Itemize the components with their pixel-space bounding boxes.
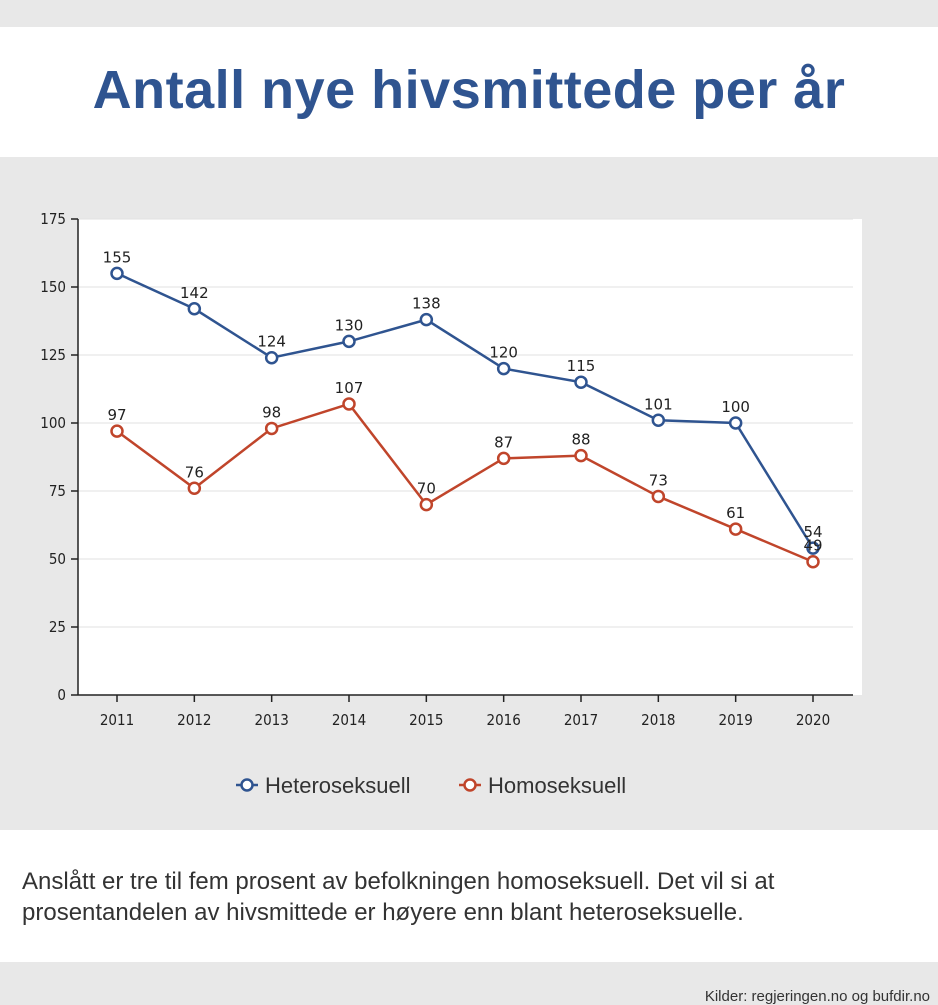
x-tick-label: 2012 — [177, 711, 211, 729]
data-point — [806, 554, 820, 569]
data-label: 54 — [803, 523, 822, 541]
y-tick-label: 175 — [40, 210, 66, 228]
y-tick-label: 25 — [49, 618, 66, 636]
data-point — [264, 421, 279, 436]
data-point — [342, 397, 356, 411]
data-point — [187, 302, 202, 316]
data-label: 155 — [103, 248, 132, 266]
legend-marker — [463, 778, 477, 792]
data-point — [419, 312, 434, 327]
x-tick-label: 2018 — [641, 711, 675, 729]
y-tick-label: 0 — [57, 686, 66, 704]
y-tick-label: 50 — [49, 550, 66, 568]
x-tick-label: 2017 — [564, 711, 598, 729]
data-point — [651, 489, 666, 504]
y-tick-label: 125 — [40, 346, 66, 364]
data-point — [187, 481, 202, 496]
series-line-homoseksuell — [116, 402, 814, 563]
x-tick-label: 2013 — [254, 711, 288, 729]
legend-label: Homoseksuell — [488, 773, 626, 798]
data-label: 130 — [335, 316, 364, 334]
data-label: 87 — [494, 433, 513, 451]
data-point — [496, 451, 511, 466]
data-point — [806, 541, 820, 555]
data-point — [342, 334, 356, 349]
data-point — [496, 361, 511, 376]
data-point — [574, 375, 588, 389]
data-label: 76 — [185, 463, 204, 481]
data-label: 49 — [803, 537, 822, 555]
data-point — [110, 424, 124, 438]
data-point — [574, 448, 588, 463]
data-label: 70 — [417, 480, 436, 498]
data-label: 142 — [180, 284, 209, 302]
x-tick-label: 2016 — [486, 711, 520, 729]
x-tick-label: 2019 — [718, 711, 752, 729]
title-band: Antall nye hivsmittede per år — [0, 27, 938, 157]
series-line-heteroseksuell — [116, 272, 815, 549]
x-tick-label: 2014 — [332, 711, 366, 729]
y-tick-label: 100 — [40, 414, 66, 432]
y-tick-label: 75 — [49, 482, 66, 500]
text-band: Anslått er tre til fem prosent av befolk… — [0, 830, 938, 962]
data-label: 61 — [726, 504, 745, 522]
x-tick-label: 2020 — [796, 711, 830, 729]
data-label: 138 — [412, 295, 441, 313]
plot-area — [78, 219, 862, 695]
data-label: 107 — [335, 379, 364, 397]
y-tick-label: 150 — [40, 278, 66, 296]
source-text: Kilder: regjeringen.no og bufdir.no — [704, 988, 930, 1005]
data-label: 120 — [489, 344, 518, 362]
data-point — [110, 266, 124, 281]
data-point — [728, 416, 743, 430]
data-label: 73 — [649, 471, 668, 489]
data-label: 101 — [644, 395, 673, 413]
data-point — [728, 522, 743, 536]
data-label: 88 — [571, 431, 590, 449]
chart-note: Anslått er tre til fem prosent av befolk… — [22, 868, 775, 926]
data-label: 98 — [262, 403, 281, 421]
line-chart: 0 25 50 75 100 125 150 175 2011 2012 2013 2014 2015 2… — [40, 210, 862, 798]
data-label: 115 — [567, 357, 596, 375]
legend-marker — [240, 778, 254, 792]
data-point — [264, 350, 279, 365]
page-title: Antall nye hivsmittede per år — [92, 60, 846, 120]
data-label: 100 — [721, 398, 750, 416]
data-label: 124 — [257, 333, 286, 351]
x-tick-label: 2015 — [409, 711, 443, 729]
x-tick-label: 2011 — [100, 711, 134, 729]
data-label: 97 — [107, 406, 126, 424]
data-point — [419, 497, 434, 512]
data-point — [651, 413, 666, 428]
legend-label: Heteroseksuell — [265, 773, 411, 798]
